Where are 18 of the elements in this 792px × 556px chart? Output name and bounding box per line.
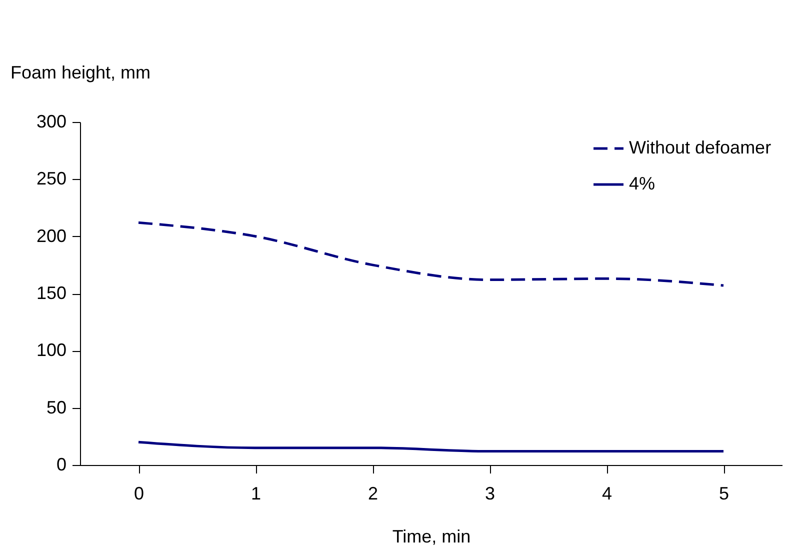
y-tick-label: 100 <box>36 340 66 360</box>
y-tick-label: 0 <box>56 454 66 474</box>
line-series <box>137 221 725 287</box>
y-tick-label: 250 <box>36 168 66 189</box>
y-tick-label: 300 <box>36 112 66 132</box>
y-tick-label: 50 <box>46 397 66 418</box>
x-tick-label: 4 <box>602 484 612 504</box>
y-axis-title: Foam height, mm <box>10 62 151 82</box>
x-tick-label: 2 <box>368 484 378 504</box>
x-tick-label: 5 <box>718 484 730 504</box>
legend-label: 4% <box>629 174 656 194</box>
x-tick-label: 1 <box>250 484 262 504</box>
x-axis-title: Time, min <box>392 526 471 546</box>
y-tick-label: 200 <box>36 226 66 246</box>
y-tick-label: 150 <box>36 283 66 303</box>
legend-label: Without defoamer <box>629 138 772 158</box>
x-tick-label: 3 <box>484 484 496 504</box>
x-tick-label: 0 <box>134 484 144 504</box>
